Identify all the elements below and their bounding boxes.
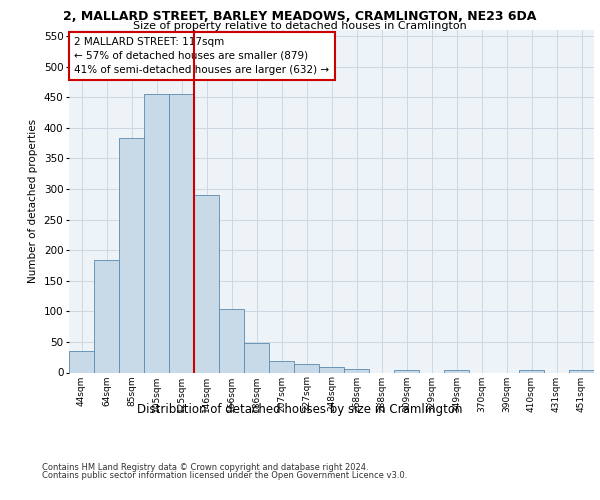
Bar [569,370,594,372]
Bar [344,370,369,372]
Text: 2 MALLARD STREET: 117sqm
← 57% of detached houses are smaller (879)
41% of semi-: 2 MALLARD STREET: 117sqm ← 57% of detach… [74,37,329,75]
Bar [244,343,269,372]
Text: Contains public sector information licensed under the Open Government Licence v3: Contains public sector information licen… [42,471,407,480]
Bar [444,370,469,372]
Text: Distribution of detached houses by size in Cramlington: Distribution of detached houses by size … [137,402,463,415]
Bar [169,94,194,372]
Bar [294,364,319,372]
Y-axis label: Number of detached properties: Number of detached properties [28,119,38,284]
Text: 2, MALLARD STREET, BARLEY MEADOWS, CRAMLINGTON, NE23 6DA: 2, MALLARD STREET, BARLEY MEADOWS, CRAML… [64,10,536,23]
Bar [219,309,244,372]
Bar [144,94,169,372]
Text: Size of property relative to detached houses in Cramlington: Size of property relative to detached ho… [133,21,467,31]
Bar [94,260,119,372]
Text: Contains HM Land Registry data © Crown copyright and database right 2024.: Contains HM Land Registry data © Crown c… [42,462,368,471]
Bar [194,195,219,372]
Bar [519,370,544,372]
Bar [269,362,294,372]
Bar [394,370,419,372]
Bar [69,351,94,372]
Bar [319,367,344,372]
Bar [119,138,144,372]
